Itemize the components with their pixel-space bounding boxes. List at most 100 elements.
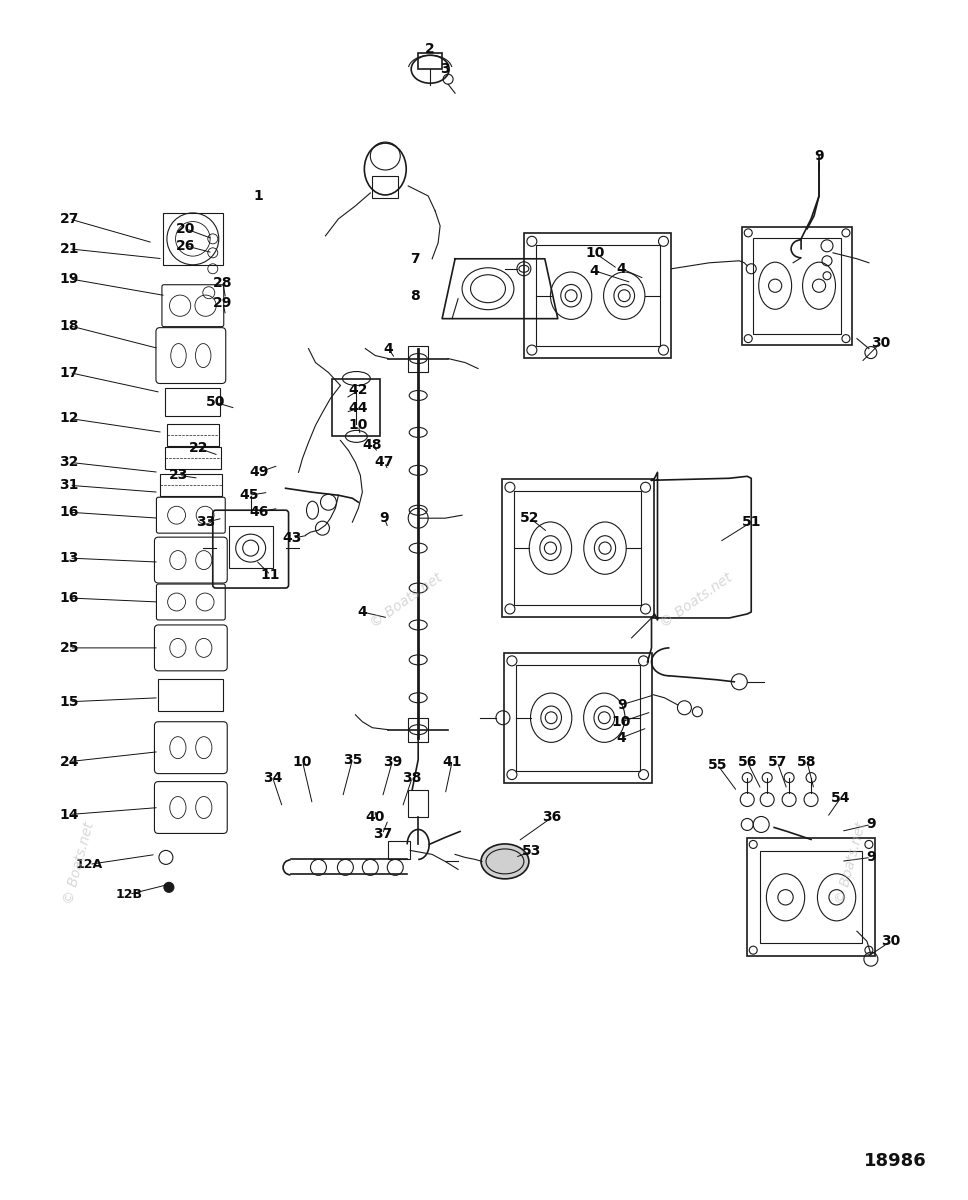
Text: 54: 54 [832, 791, 851, 804]
Text: 24: 24 [59, 755, 79, 769]
Text: 56: 56 [738, 755, 757, 769]
Text: 13: 13 [59, 551, 78, 565]
Text: 9: 9 [379, 511, 389, 526]
Bar [514, 492, 642, 605]
Bar [408, 718, 428, 742]
Text: 19: 19 [59, 271, 78, 286]
Text: 4: 4 [617, 262, 626, 276]
Bar [159, 679, 224, 710]
Bar [166, 425, 219, 446]
Text: © Boats.net: © Boats.net [833, 821, 868, 906]
Text: 22: 22 [189, 442, 208, 455]
Text: 15: 15 [59, 695, 79, 709]
Text: 27: 27 [59, 212, 78, 226]
Text: 44: 44 [348, 402, 368, 415]
Bar [228, 526, 273, 568]
Bar [760, 851, 862, 943]
Text: 18986: 18986 [864, 1152, 926, 1170]
Text: 29: 29 [213, 295, 232, 310]
Bar [524, 233, 672, 358]
Circle shape [164, 882, 174, 893]
Text: 10: 10 [585, 246, 604, 260]
Bar [163, 212, 223, 265]
Bar [373, 176, 398, 198]
Bar [418, 53, 442, 70]
Bar [166, 389, 221, 416]
Text: 32: 32 [59, 455, 78, 469]
Text: 20: 20 [176, 222, 196, 236]
Text: 34: 34 [263, 770, 283, 785]
Text: 51: 51 [741, 515, 761, 529]
Bar [753, 238, 841, 334]
Bar [408, 790, 428, 817]
Text: 53: 53 [522, 845, 541, 858]
Text: 45: 45 [239, 488, 258, 503]
Bar [388, 841, 410, 859]
Text: 9: 9 [866, 851, 876, 864]
Text: 30: 30 [871, 336, 891, 349]
Bar [502, 479, 653, 617]
Text: 23: 23 [169, 468, 189, 482]
Text: 17: 17 [59, 366, 78, 379]
Text: 58: 58 [798, 755, 817, 769]
Text: 12A: 12A [76, 858, 103, 871]
Text: 1: 1 [254, 188, 263, 203]
Text: 38: 38 [403, 770, 422, 785]
Text: 14: 14 [59, 808, 79, 822]
Text: © Boats.net: © Boats.net [368, 570, 445, 630]
Text: 9: 9 [866, 817, 876, 832]
Text: 12: 12 [59, 412, 79, 426]
Text: 35: 35 [343, 752, 362, 767]
Text: 10: 10 [348, 419, 368, 432]
Text: 2: 2 [425, 42, 435, 56]
Bar [742, 227, 852, 344]
Text: 42: 42 [348, 384, 368, 397]
Text: 48: 48 [363, 438, 382, 452]
Text: 21: 21 [59, 242, 79, 256]
Text: 55: 55 [708, 757, 727, 772]
Text: 30: 30 [881, 935, 900, 948]
Ellipse shape [481, 844, 529, 878]
Text: 36: 36 [542, 810, 561, 824]
Bar [516, 665, 640, 770]
Text: 57: 57 [768, 755, 787, 769]
Text: 28: 28 [213, 276, 232, 289]
Bar [535, 245, 659, 347]
Text: 26: 26 [176, 239, 196, 253]
Text: 49: 49 [249, 466, 268, 479]
Text: 41: 41 [442, 755, 462, 769]
Text: 4: 4 [617, 731, 626, 745]
Bar [504, 653, 651, 782]
Text: 18: 18 [59, 319, 79, 332]
Text: 33: 33 [197, 515, 216, 529]
Text: © Boats.net: © Boats.net [657, 570, 735, 630]
Bar [408, 346, 428, 372]
Bar [160, 474, 222, 497]
Text: 8: 8 [410, 289, 420, 302]
Text: 39: 39 [382, 755, 402, 769]
Text: 4: 4 [590, 264, 599, 277]
Bar [332, 378, 380, 437]
Text: 4: 4 [357, 605, 367, 619]
Text: 10: 10 [293, 755, 313, 769]
Text: 50: 50 [206, 396, 226, 409]
Text: 3: 3 [440, 62, 450, 77]
Text: 40: 40 [366, 810, 385, 824]
Text: 12B: 12B [115, 888, 142, 901]
Text: 37: 37 [373, 828, 392, 841]
Bar [165, 448, 221, 469]
Text: © Boats.net: © Boats.net [61, 821, 97, 906]
Text: 11: 11 [260, 568, 281, 582]
Text: 7: 7 [410, 252, 420, 265]
Text: 9: 9 [617, 697, 626, 712]
Text: 25: 25 [59, 641, 79, 655]
Text: 31: 31 [59, 479, 78, 492]
Text: 4: 4 [383, 342, 393, 355]
Text: 43: 43 [283, 532, 302, 545]
Bar [747, 839, 875, 956]
Text: 16: 16 [59, 592, 78, 605]
Text: 16: 16 [59, 505, 78, 520]
Text: 47: 47 [375, 455, 394, 469]
Text: 52: 52 [520, 511, 539, 526]
Text: 10: 10 [612, 715, 631, 728]
